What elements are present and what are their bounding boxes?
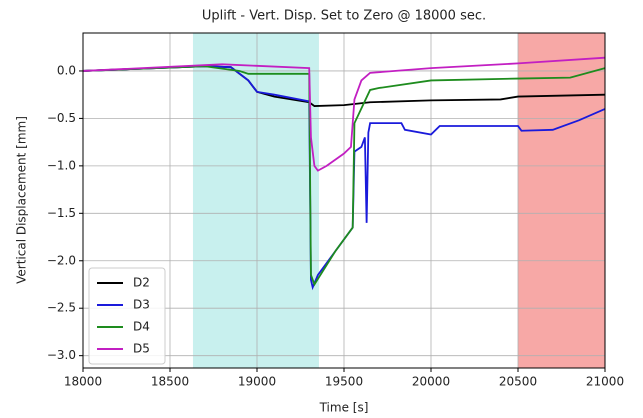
x-axis-label: Time [s] — [319, 401, 369, 415]
plot-frame — [82, 32, 606, 369]
legend-label: D3 — [133, 298, 150, 312]
x-tick-label: 18500 — [151, 375, 189, 389]
y-axis-label: Vertical Displacement [mm] — [15, 116, 29, 284]
y-tick-label: −2.5 — [47, 301, 76, 315]
y-tick-label: 0.0 — [57, 63, 76, 77]
y-tick-label: −3.0 — [47, 348, 76, 362]
x-tick-label: 19500 — [325, 375, 363, 389]
legend-label: D5 — [133, 342, 150, 356]
x-tick-label: 18000 — [64, 375, 102, 389]
legend-label: D2 — [133, 276, 150, 290]
y-tick-label: −2.0 — [47, 253, 76, 267]
x-tick-label: 21000 — [586, 375, 624, 389]
line — [82, 65, 606, 291]
shaded-span — [192, 33, 319, 368]
y-tick-label: −0.5 — [47, 111, 76, 125]
chart-title: Uplift - Vert. Disp. Set to Zero @ 18000… — [202, 9, 486, 24]
x-tick-label: 20000 — [412, 375, 450, 389]
legend-box — [88, 267, 166, 365]
x-tick-label: 19000 — [238, 375, 276, 389]
y-tick-label: −1.5 — [47, 206, 76, 220]
x-tick-label: 20500 — [499, 375, 537, 389]
y-tick-label: −1.0 — [47, 158, 76, 172]
line — [82, 56, 606, 172]
line — [82, 65, 606, 287]
shaded-span — [518, 33, 605, 368]
legend-label: D4 — [133, 320, 150, 334]
